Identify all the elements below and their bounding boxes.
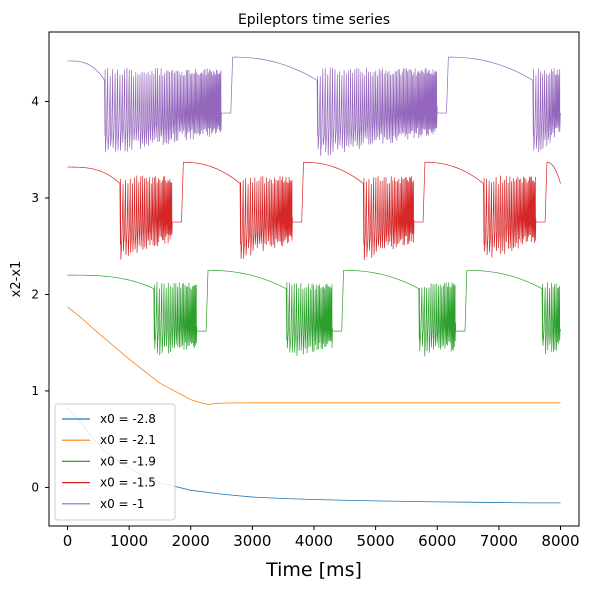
x-tick-label: 7000 — [480, 532, 518, 550]
legend-entries: x0 = -2.8 x0 = -2.1 x0 = -1.9 x0 = -1.5 x0 =… — [62, 412, 156, 511]
chart-title: Epileptors time series — [238, 12, 390, 28]
y-axis: 0 1 2 3 4 — [31, 94, 49, 494]
series-line-3 — [67, 161, 561, 260]
x-tick-label: 2000 — [172, 532, 210, 550]
series-line-2 — [67, 269, 561, 357]
x-axis: 0 1000 2000 3000 4000 5000 6000 7000 8000 — [63, 526, 580, 550]
x-axis-label: Time [ms] — [265, 559, 362, 581]
y-tick-label: 3 — [31, 191, 39, 205]
legend: x0 = -2.8 x0 = -2.1 x0 = -1.9 x0 = -1.5 x0 =… — [54, 403, 176, 521]
series-line-1 — [67, 306, 561, 405]
legend-label-4: x0 = -1 — [100, 497, 144, 511]
legend-label-2: x0 = -1.9 — [100, 454, 156, 468]
y-tick-label: 0 — [31, 480, 39, 494]
x-tick-label: 6000 — [418, 532, 456, 550]
y-tick-label: 1 — [31, 384, 39, 398]
y-tick-label: 2 — [31, 287, 39, 301]
x-tick-label: 8000 — [541, 532, 579, 550]
legend-label-1: x0 = -2.1 — [100, 433, 156, 447]
x-tick-label: 1000 — [110, 532, 148, 550]
legend-box — [54, 403, 176, 521]
y-axis-label: x2-x1 — [9, 261, 24, 298]
series-line-4 — [67, 56, 561, 156]
x-tick-label: 4000 — [295, 532, 333, 550]
x-tick-label: 5000 — [357, 532, 395, 550]
legend-label-0: x0 = -2.8 — [100, 412, 156, 426]
y-tick-label: 4 — [31, 94, 39, 108]
x-tick-label: 0 — [63, 532, 73, 550]
x-tick-label: 3000 — [233, 532, 271, 550]
legend-label-3: x0 = -1.5 — [100, 476, 156, 490]
